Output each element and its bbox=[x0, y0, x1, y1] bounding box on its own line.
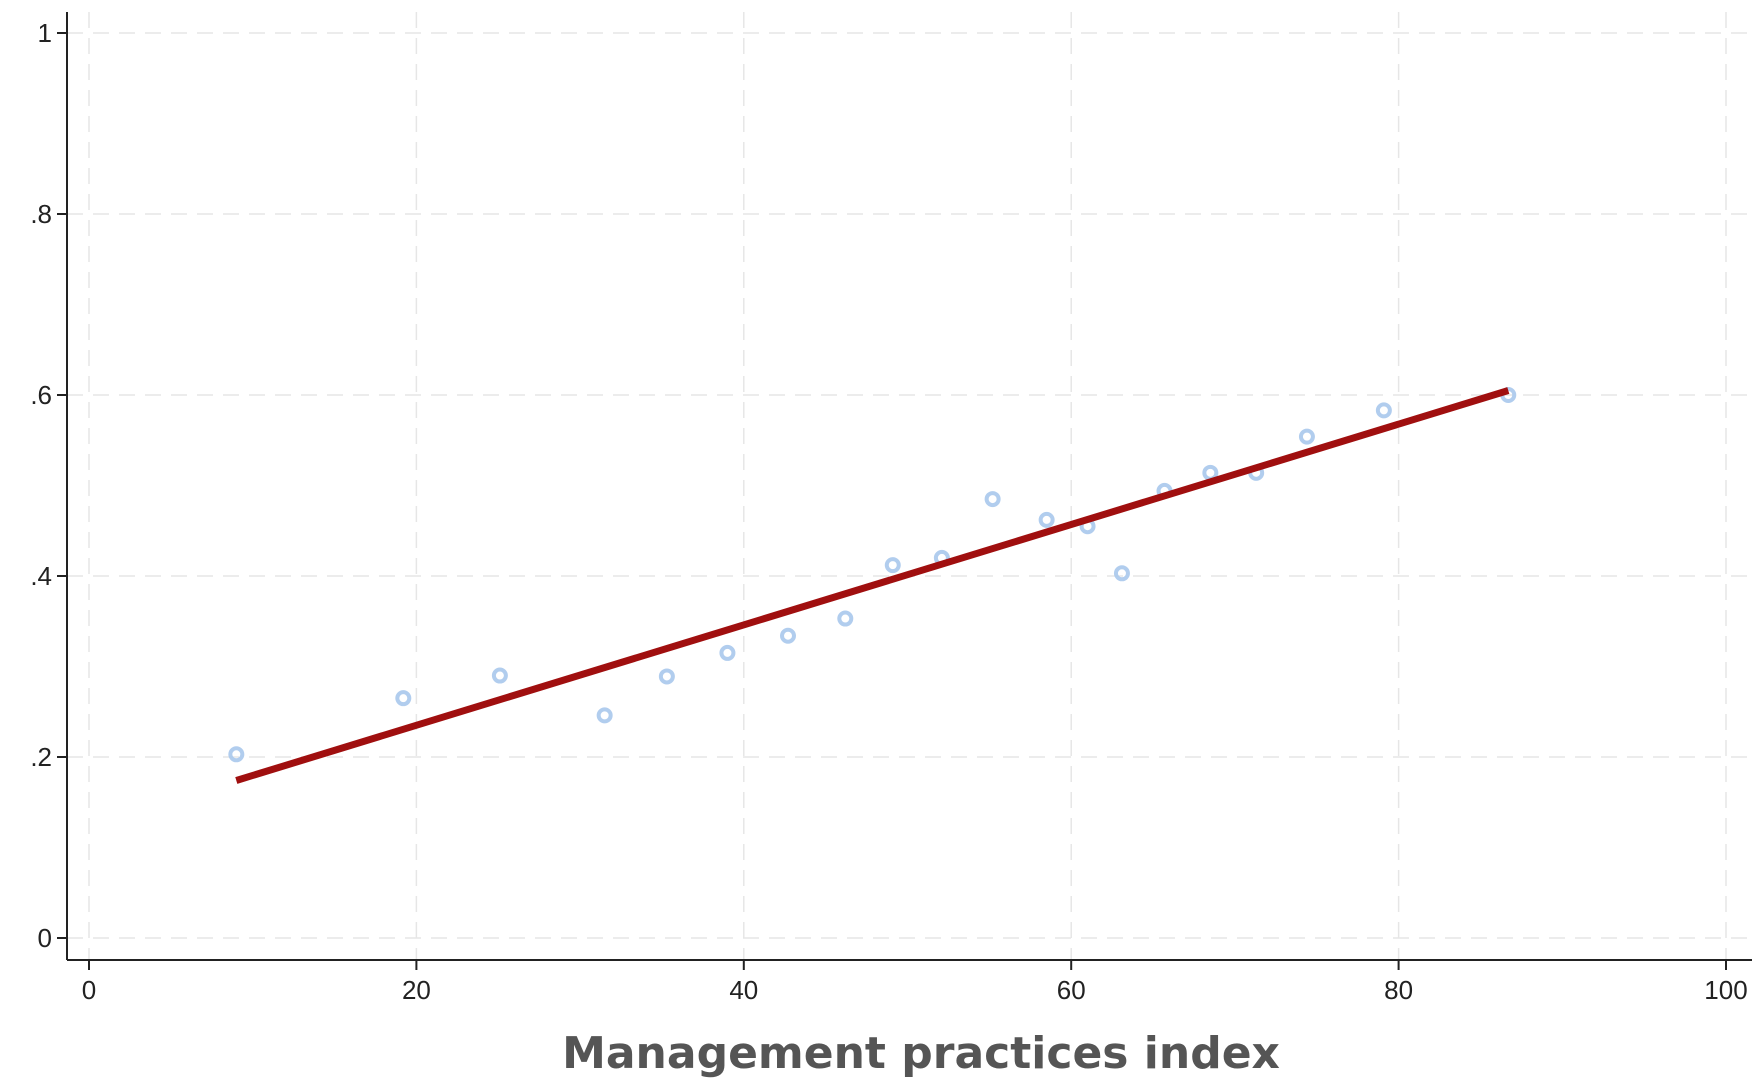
y-tick-label: .2 bbox=[30, 742, 52, 772]
x-tick-label: 80 bbox=[1384, 975, 1413, 1005]
scatter-point bbox=[782, 630, 794, 642]
x-tick-label: 60 bbox=[1057, 975, 1086, 1005]
scatter-point bbox=[397, 692, 409, 704]
scatter-point bbox=[661, 670, 673, 682]
x-tick-label: 40 bbox=[729, 975, 758, 1005]
scatter-point bbox=[987, 493, 999, 505]
tick-labels: 0 20 40 60 80 100 0 .2 .4 .6 .8 1 bbox=[30, 18, 1747, 1005]
x-tick-label: 0 bbox=[82, 975, 96, 1005]
scatter-point bbox=[494, 670, 506, 682]
scatter-point bbox=[1301, 431, 1313, 443]
y-tick-label: 1 bbox=[38, 18, 52, 48]
fit-line-layer bbox=[236, 391, 1508, 781]
y-tick-label: .4 bbox=[30, 561, 52, 591]
y-tick-label: .8 bbox=[30, 199, 52, 229]
scatter-point bbox=[887, 559, 899, 571]
y-tick-label: 0 bbox=[38, 923, 52, 953]
scatter-point bbox=[721, 647, 733, 659]
axes bbox=[57, 12, 1752, 970]
fit-line bbox=[236, 391, 1508, 781]
x-tick-label: 20 bbox=[402, 975, 431, 1005]
scatter-point bbox=[230, 748, 242, 760]
grid bbox=[67, 12, 1752, 960]
scatter-point bbox=[1041, 514, 1053, 526]
x-axis-title: Management practices index bbox=[562, 1028, 1280, 1079]
scatter-point bbox=[1378, 404, 1390, 416]
x-tick-label: 100 bbox=[1704, 975, 1747, 1005]
scatter-point bbox=[599, 709, 611, 721]
scatter-point bbox=[1116, 567, 1128, 579]
scatter-point bbox=[839, 613, 851, 625]
y-tick-label: .6 bbox=[30, 380, 52, 410]
